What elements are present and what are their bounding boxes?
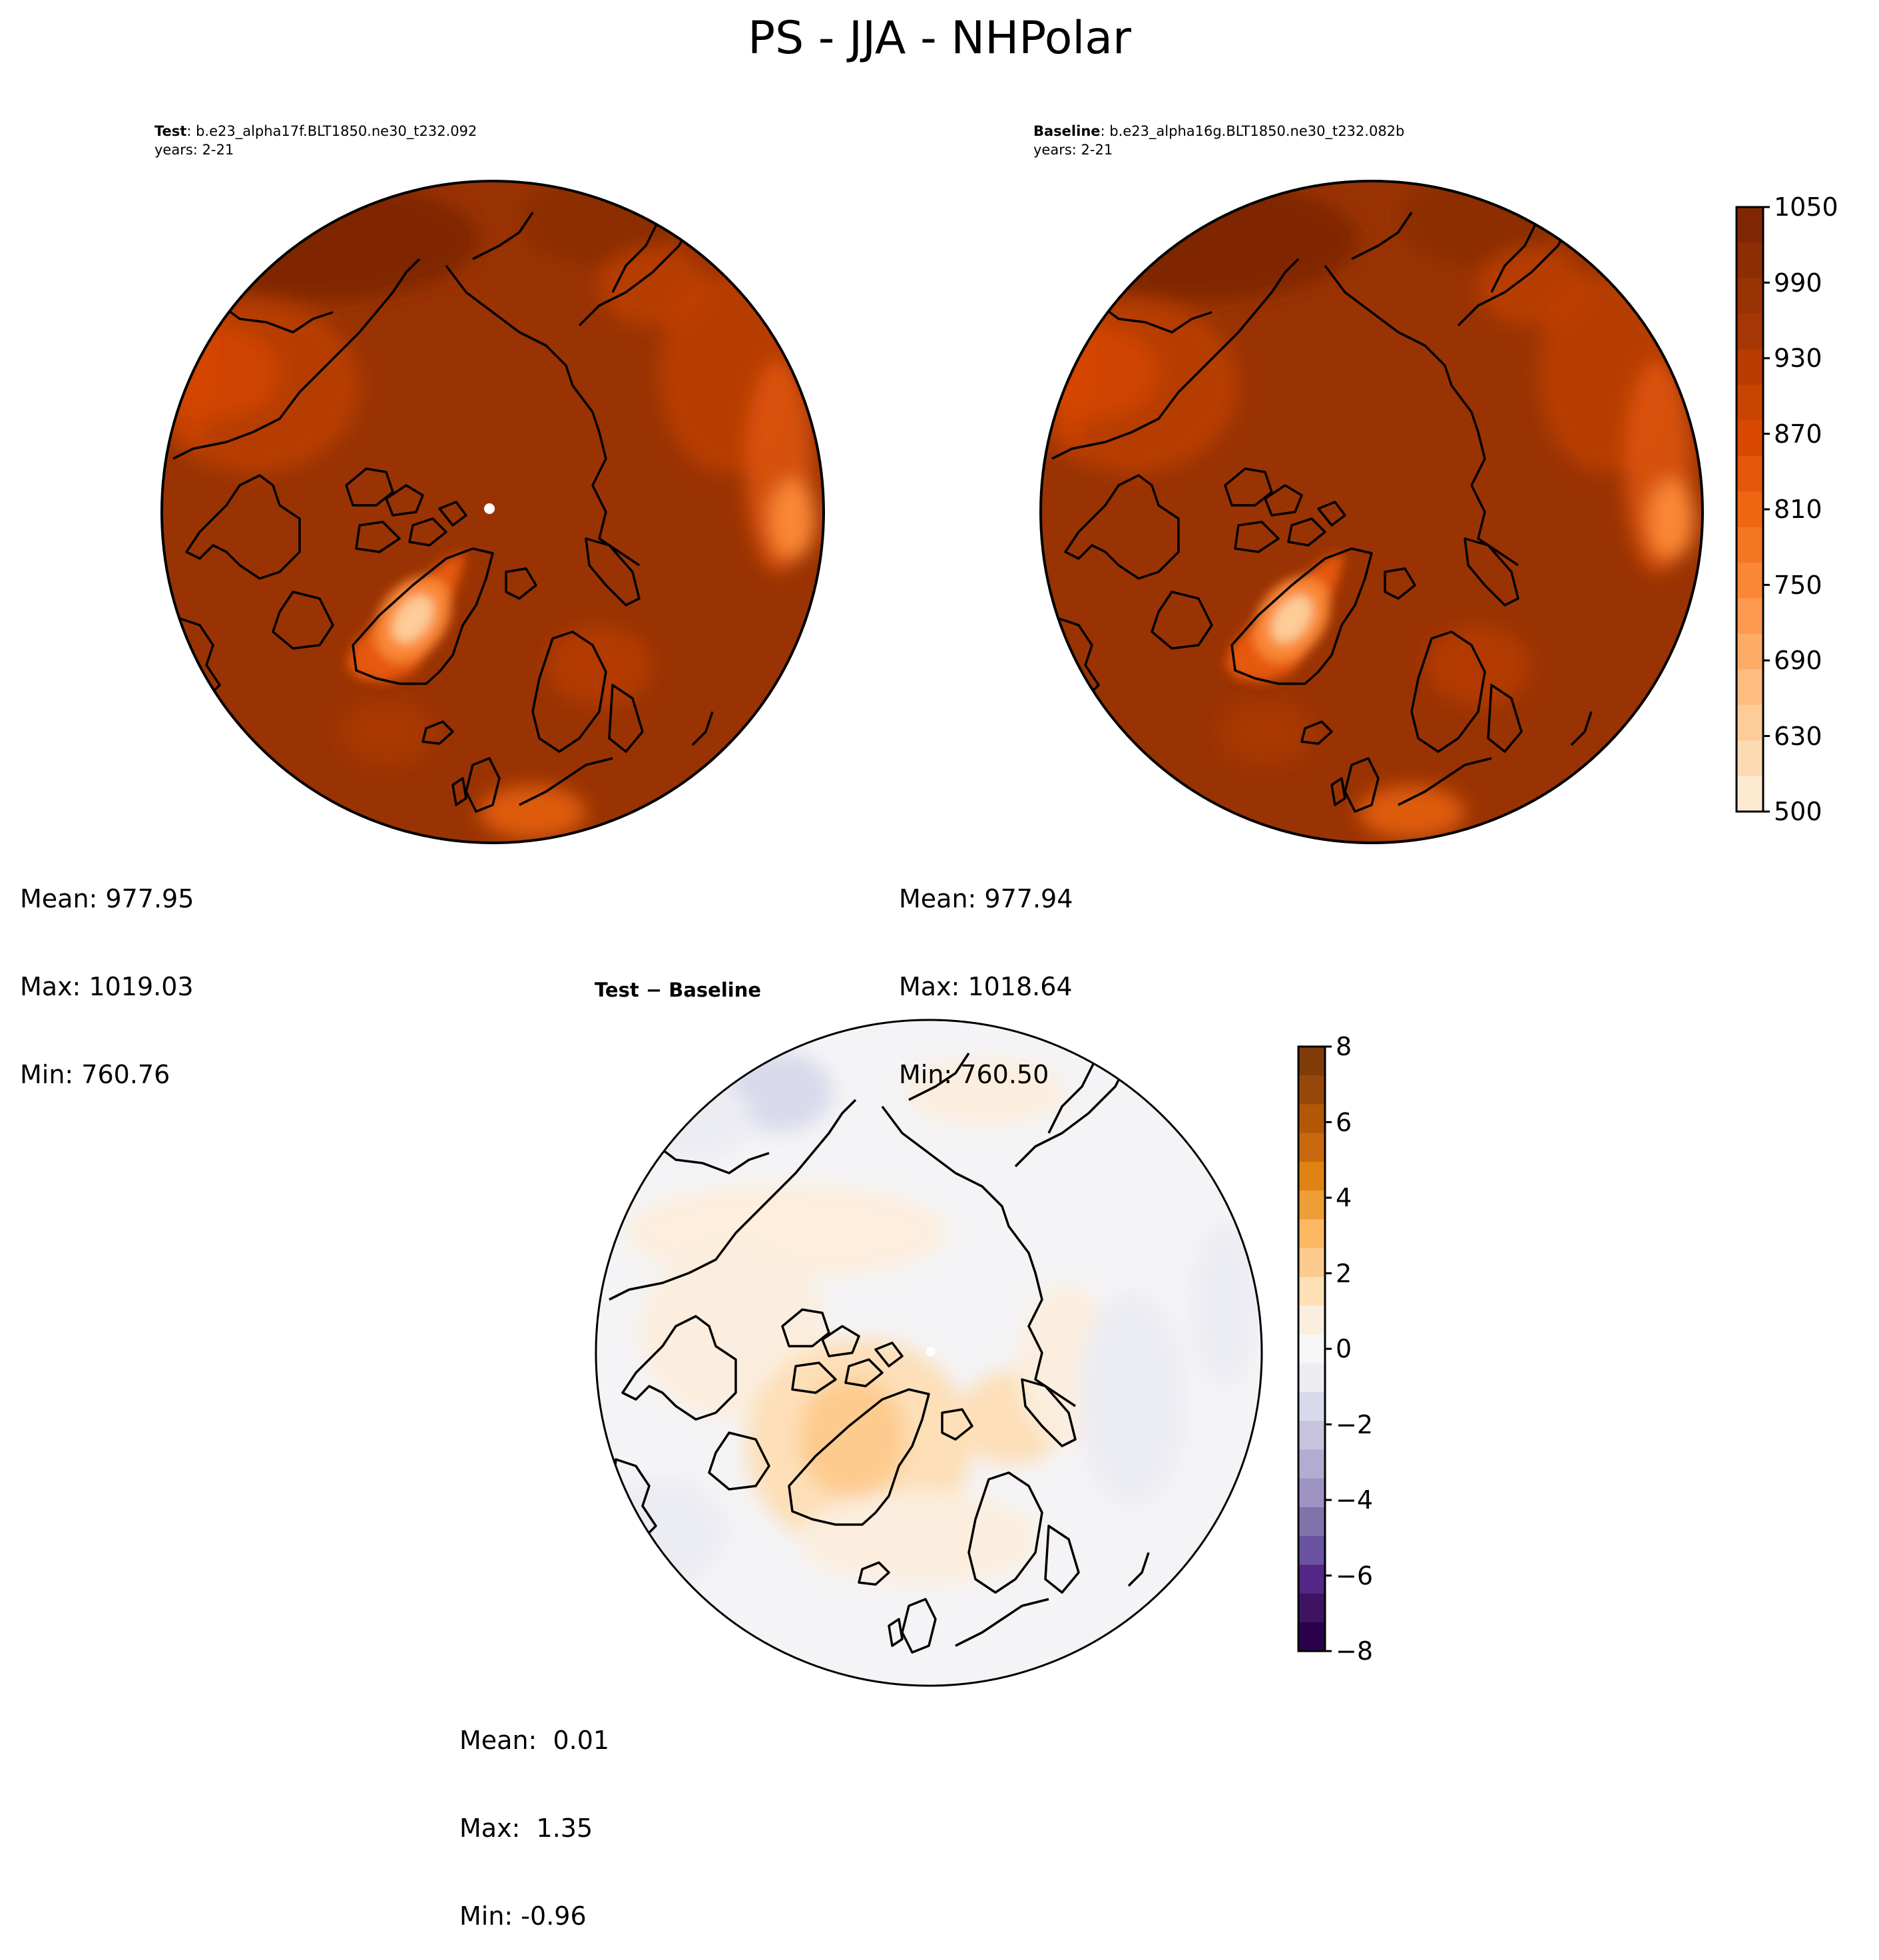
field-color-segment <box>1737 776 1763 812</box>
difference-stats: Mean: 0.01 Max: 1.35 Min: -0.96 <box>459 1667 609 1960</box>
difference-color-segment <box>1298 1276 1325 1306</box>
field-color-segment <box>1737 385 1763 421</box>
difference-tick-label: 2 <box>1336 1258 1352 1288</box>
test-mean: Mean: 977.95 <box>20 884 194 913</box>
field-color-segment <box>1737 242 1763 279</box>
difference-map <box>595 1019 1263 1687</box>
field-color-segment <box>1737 349 1763 385</box>
difference-color-segment <box>1298 1391 1325 1421</box>
field-color-segment <box>1737 278 1763 314</box>
difference-colorbar <box>1297 1045 1332 1652</box>
field-tick-label: 690 <box>1774 646 1822 675</box>
difference-tick-label: 4 <box>1336 1183 1352 1212</box>
difference-tick-label: −4 <box>1336 1485 1374 1515</box>
difference-tick-label: −8 <box>1336 1636 1374 1666</box>
difference-panel-title: Test − Baseline <box>595 979 762 1001</box>
difference-tick-label: −6 <box>1336 1561 1374 1591</box>
figure-title: PS - JJA - NHPolar <box>748 12 1131 65</box>
difference-color-segment <box>1298 1047 1325 1076</box>
field-tick-label: 1050 <box>1774 192 1838 222</box>
field-color-segment <box>1737 527 1763 563</box>
difference-color-segment <box>1298 1478 1325 1508</box>
difference-color-segment <box>1298 1507 1325 1537</box>
field-color-segment <box>1737 740 1763 777</box>
field-color-segment <box>1737 491 1763 528</box>
field-tick-label: 810 <box>1774 495 1822 524</box>
difference-tick-label: 8 <box>1336 1032 1352 1061</box>
difference-tick-label: −2 <box>1336 1409 1374 1439</box>
field-color-segment <box>1737 420 1763 457</box>
baseline-stats: Mean: 977.94 Max: 1018.64 Min: 760.50 <box>899 826 1073 1118</box>
difference-color-segment <box>1298 1132 1325 1162</box>
difference-color-segment <box>1298 1190 1325 1220</box>
field-color-segment <box>1737 669 1763 706</box>
field-tick-label: 500 <box>1774 797 1822 826</box>
difference-tick-label: 0 <box>1336 1334 1352 1363</box>
baseline-label: Baseline <box>1033 123 1101 139</box>
field-color-segment <box>1737 704 1763 741</box>
difference-color-segment <box>1298 1363 1325 1393</box>
field-tick-label: 630 <box>1774 721 1822 751</box>
difference-color-segment <box>1298 1104 1325 1134</box>
field-color-segment <box>1737 598 1763 634</box>
difference-color-segment <box>1298 1219 1325 1249</box>
difference-mean: Mean: 0.01 <box>459 1726 610 1755</box>
baseline-min: Min: 760.50 <box>899 1060 1049 1089</box>
test-label: Test <box>154 123 187 139</box>
field-tick-label: 870 <box>1774 419 1822 449</box>
field-colorbar <box>1735 206 1770 813</box>
difference-color-segment <box>1298 1449 1325 1479</box>
test-case-name: : b.e23_alpha17f.BLT1850.ne30_t232.092 <box>186 123 477 139</box>
test-years: years: 2-21 <box>154 142 234 158</box>
field-color-segment <box>1737 563 1763 599</box>
difference-color-segment <box>1298 1593 1325 1623</box>
baseline-mean: Mean: 977.94 <box>899 884 1073 913</box>
baseline-panel-title: Baseline: b.e23_alpha16g.BLT1850.ne30_t2… <box>1033 122 1404 140</box>
test-map <box>160 180 825 844</box>
difference-color-segment <box>1298 1421 1325 1450</box>
test-panel-title: Test: b.e23_alpha17f.BLT1850.ne30_t232.0… <box>154 122 477 140</box>
difference-color-segment <box>1298 1622 1325 1652</box>
test-min: Min: 760.76 <box>20 1060 170 1089</box>
field-tick-label: 930 <box>1774 344 1822 373</box>
test-stats: Mean: 977.95 Max: 1019.03 Min: 760.76 <box>20 826 194 1118</box>
difference-color-segment <box>1298 1248 1325 1278</box>
baseline-max: Max: 1018.64 <box>899 972 1073 1001</box>
difference-color-segment <box>1298 1075 1325 1105</box>
difference-color-segment <box>1298 1536 1325 1565</box>
baseline-years: years: 2-21 <box>1033 142 1113 158</box>
maps-canvas <box>160 180 1770 1687</box>
difference-color-segment <box>1298 1161 1325 1191</box>
difference-color-segment <box>1298 1306 1325 1335</box>
field-color-segment <box>1737 633 1763 670</box>
baseline-case-name: : b.e23_alpha16g.BLT1850.ne30_t232.082b <box>1100 123 1405 139</box>
field-tick-label: 990 <box>1774 268 1822 298</box>
baseline-map <box>1039 180 1704 844</box>
difference-min: Min: -0.96 <box>459 1901 587 1931</box>
field-color-segment <box>1737 207 1763 244</box>
field-tick-label: 750 <box>1774 570 1822 600</box>
test-max: Max: 1019.03 <box>20 972 194 1001</box>
difference-max: Max: 1.35 <box>459 1814 593 1843</box>
difference-tick-label: 6 <box>1336 1107 1352 1137</box>
field-color-segment <box>1737 314 1763 350</box>
field-color-segment <box>1737 455 1763 492</box>
difference-color-segment <box>1298 1334 1325 1364</box>
difference-color-segment <box>1298 1565 1325 1594</box>
